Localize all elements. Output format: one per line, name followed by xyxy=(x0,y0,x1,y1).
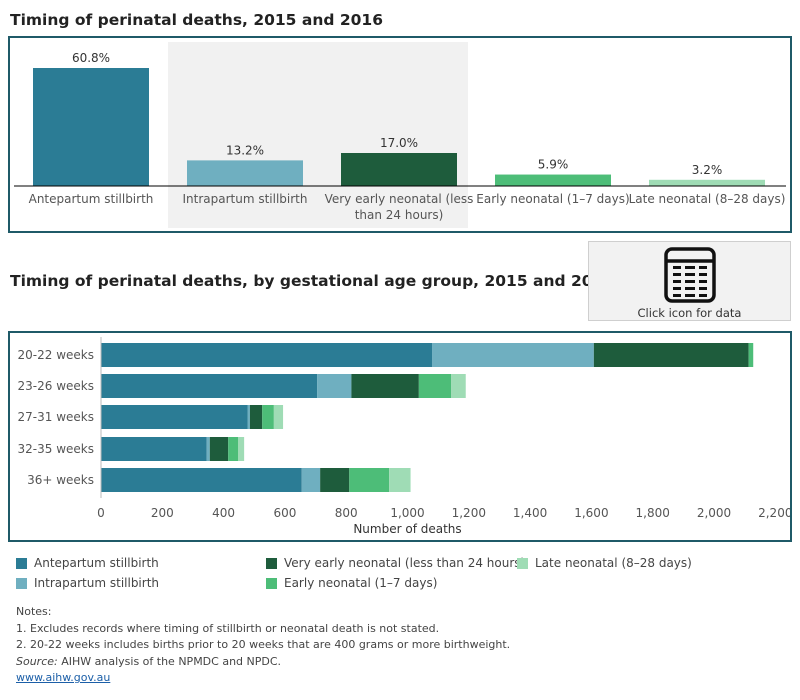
legend-label-late: Late neonatal (8–28 days) xyxy=(535,556,692,570)
bar-segment-antepartum xyxy=(101,437,207,461)
category-label: Late neonatal (8–28 days) xyxy=(629,192,786,206)
bar-value-label: 3.2% xyxy=(692,163,723,177)
legend-swatch-early xyxy=(266,578,277,589)
bar-segment-late xyxy=(389,468,411,492)
aihw-link[interactable]: www.aihw.gov.au xyxy=(16,671,111,684)
bar-segment-late xyxy=(273,405,284,429)
bar-segment-late xyxy=(451,374,466,398)
timing-bar-chart: 60.8% Antepartum stillbirth 13.2% Intrapart… xyxy=(14,42,786,228)
bar-antepartum xyxy=(33,68,149,186)
bar-value-label: 13.2% xyxy=(226,143,264,157)
legend-swatch-antepartum xyxy=(16,558,27,569)
table-icon[interactable] xyxy=(664,247,716,303)
x-tick-label: 1,400 xyxy=(513,506,547,520)
bar-segment-late xyxy=(238,437,245,461)
x-tick-label: 1,800 xyxy=(636,506,670,520)
bar-segment-very_early xyxy=(249,405,263,429)
source-line: Source: AIHW analysis of the NPMDC and N… xyxy=(16,654,510,671)
category-label: 36+ weeks xyxy=(27,473,94,487)
bar-late xyxy=(649,179,765,186)
legend-label-very-early: Very early neonatal (less than 24 hours) xyxy=(284,556,526,570)
category-label: Early neonatal (1–7 days) xyxy=(476,192,629,206)
legend-label-antepartum: Antepartum stillbirth xyxy=(34,556,159,570)
source-label: Source: xyxy=(16,654,58,668)
x-tick-label: 0 xyxy=(97,506,105,520)
category-label: 23-26 weeks xyxy=(18,379,94,393)
bar-segment-early xyxy=(418,374,452,398)
bar-segment-intrapartum xyxy=(206,437,210,461)
bar-segment-antepartum xyxy=(101,468,302,492)
bar-segment-early xyxy=(262,405,274,429)
x-tick-label: 2,000 xyxy=(697,506,731,520)
bar-value-label: 5.9% xyxy=(538,158,569,172)
bar-segment-early xyxy=(748,343,754,367)
bar-segment-very_early xyxy=(320,468,350,492)
bar-segment-intrapartum xyxy=(317,374,352,398)
legend: Antepartum stillbirth Intrapartum stillb… xyxy=(0,556,800,596)
category-label: Intrapartum stillbirth xyxy=(182,192,307,206)
bar-segment-antepartum xyxy=(101,405,248,429)
bar-chart-panel: 60.8% Antepartum stillbirth 13.2% Intrapart… xyxy=(8,36,792,233)
view-data-label: Click icon for data xyxy=(637,306,742,320)
category-label: 20-22 weeks xyxy=(18,348,94,362)
bar-segment-antepartum xyxy=(101,343,433,367)
bar-early xyxy=(495,174,611,186)
highlight-band xyxy=(168,42,468,228)
x-tick-label: 1,600 xyxy=(574,506,608,520)
bar-segment-intrapartum xyxy=(432,343,594,367)
legend-swatch-intrapartum xyxy=(16,578,27,589)
bar-value-label: 17.0% xyxy=(380,136,418,150)
bar-segment-intrapartum xyxy=(301,468,321,492)
bar-value-label: 60.8% xyxy=(72,51,110,65)
notes: Notes: 1. Excludes records where timing … xyxy=(16,604,510,687)
category-label: Antepartum stillbirth xyxy=(29,192,154,206)
category-label: than 24 hours) xyxy=(355,208,444,222)
notes-heading: Notes: xyxy=(16,605,52,618)
bar-segment-early xyxy=(228,437,239,461)
bar-very_early xyxy=(341,153,457,186)
x-tick-label: 2,200 xyxy=(758,506,790,520)
note-2: 2. 20-22 weeks includes births prior to … xyxy=(16,638,511,651)
category-label: 27-31 weeks xyxy=(18,410,94,424)
bar-intrapartum xyxy=(187,160,303,186)
legend-swatch-late xyxy=(517,558,528,569)
x-tick-label: 1,200 xyxy=(452,506,486,520)
legend-swatch-very-early xyxy=(266,558,277,569)
chart-title-timing: Timing of perinatal deaths, 2015 and 201… xyxy=(10,11,383,29)
legend-label-early: Early neonatal (1–7 days) xyxy=(284,576,438,590)
chart-title-gestational: Timing of perinatal deaths, by gestation… xyxy=(10,272,615,290)
source-text: AIHW analysis of the NPMDC and NPDC. xyxy=(57,654,282,668)
bar-segment-very_early xyxy=(209,437,229,461)
x-tick-label: 1,000 xyxy=(390,506,424,520)
x-tick-label: 600 xyxy=(273,506,296,520)
bar-segment-intrapartum xyxy=(247,405,250,429)
note-1: 1. Excludes records where timing of stil… xyxy=(16,621,440,635)
category-label: Very early neonatal (less xyxy=(325,192,474,206)
view-data-button[interactable]: Click icon for data xyxy=(588,241,791,321)
legend-label-intrapartum: Intrapartum stillbirth xyxy=(34,576,160,590)
gestational-stacked-bar-chart: 20-22 weeks 23-26 weeks 27-31 weeks 32-35 w… xyxy=(18,337,792,536)
x-axis-title: Number of deaths xyxy=(353,522,461,536)
bar-segment-very_early xyxy=(351,374,419,398)
x-tick-label: 800 xyxy=(335,506,358,520)
bar-segment-early xyxy=(349,468,390,492)
bar-segment-very_early xyxy=(593,343,749,367)
category-label: 32-35 weeks xyxy=(18,442,94,456)
x-tick-label: 200 xyxy=(151,506,174,520)
bar-segment-antepartum xyxy=(101,374,318,398)
x-tick-label: 400 xyxy=(212,506,235,520)
stacked-bar-chart-panel: 20-22 weeks 23-26 weeks 27-31 weeks 32-35 w… xyxy=(8,331,792,542)
